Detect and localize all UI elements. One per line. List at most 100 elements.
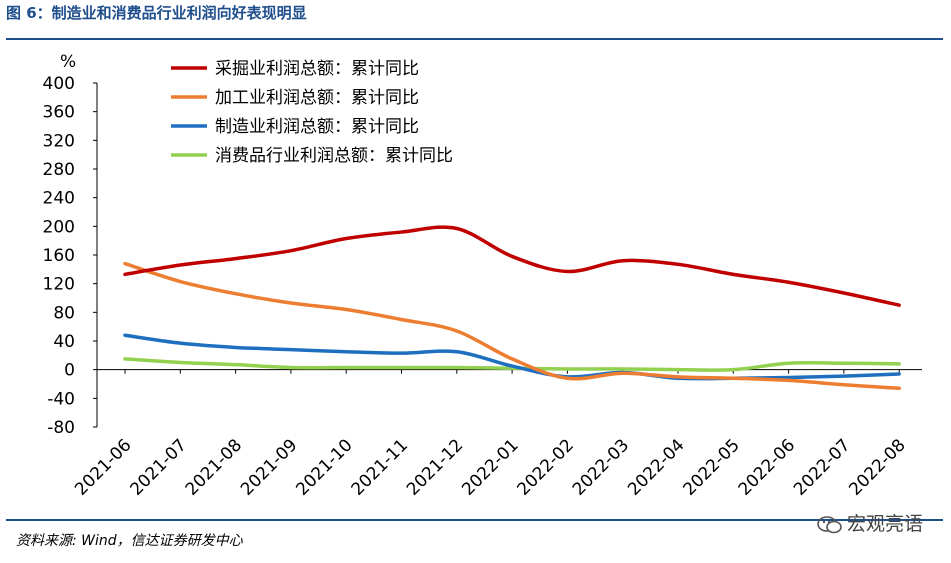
data-point <box>788 380 789 381</box>
data-point <box>678 264 679 265</box>
data-point <box>899 388 900 389</box>
data-point <box>235 293 236 294</box>
y-tick-label: -80 <box>47 418 75 438</box>
data-point <box>512 256 513 257</box>
x-tick-label: 2021-11 <box>348 435 412 499</box>
data-point <box>346 351 347 352</box>
data-point <box>180 265 181 266</box>
data-point <box>346 309 347 310</box>
data-point <box>235 347 236 348</box>
data-point <box>733 369 734 370</box>
data-point <box>843 376 844 377</box>
data-point <box>346 367 347 368</box>
x-tick-label: 2022-05 <box>679 435 743 499</box>
x-tick-label: 2022-07 <box>790 435 854 499</box>
x-tick-label: 2022-06 <box>735 435 799 499</box>
data-point <box>290 349 291 350</box>
x-tick-label: 2021-10 <box>292 435 356 499</box>
legend-label: 采掘业利润总额：累计同比 <box>215 59 419 79</box>
x-tick-label: 2022-08 <box>845 435 909 499</box>
x-tick-label: 2021-07 <box>126 435 190 499</box>
data-point <box>733 274 734 275</box>
series-line-4 <box>123 357 901 372</box>
data-point <box>622 373 623 374</box>
x-tick-label: 2022-04 <box>624 435 688 499</box>
data-point <box>180 281 181 282</box>
wechat-icon <box>817 515 842 533</box>
data-point <box>567 368 568 369</box>
y-tick-label: 120 <box>43 275 75 295</box>
data-point <box>512 366 513 367</box>
x-tick-label: 2022-01 <box>458 435 522 499</box>
x-tick-label: 2021-08 <box>182 435 246 499</box>
data-point <box>788 282 789 283</box>
data-point <box>235 258 236 259</box>
y-axis-unit: % <box>60 52 76 72</box>
y-tick-label: 400 <box>43 74 75 94</box>
data-point <box>346 238 347 239</box>
data-point <box>456 228 457 229</box>
x-tick-label: 2022-03 <box>569 435 633 499</box>
data-point <box>512 358 513 359</box>
y-tick-label: 240 <box>43 189 75 209</box>
data-point <box>401 367 402 368</box>
y-tick-label: 0 <box>64 361 75 381</box>
data-point <box>899 363 900 364</box>
data-point <box>567 378 568 379</box>
y-tick-label: 280 <box>43 160 75 180</box>
data-point <box>733 378 734 379</box>
legend-label: 加工业利润总额：累计同比 <box>215 88 419 108</box>
y-tick-label: 160 <box>43 246 75 266</box>
data-point <box>788 363 789 364</box>
data-point <box>401 232 402 233</box>
data-point <box>290 303 291 304</box>
data-point <box>788 377 789 378</box>
data-point <box>456 330 457 331</box>
data-point <box>622 260 623 261</box>
data-point <box>843 363 844 364</box>
figure-title: 图 6：制造业和消费品行业利润向好表现明显 <box>6 4 307 22</box>
legend-label: 制造业利润总额：累计同比 <box>215 117 419 137</box>
data-point <box>180 362 181 363</box>
x-tick-label: 2021-12 <box>403 435 467 499</box>
data-point <box>125 274 126 275</box>
data-point <box>899 305 900 306</box>
data-point <box>843 384 844 385</box>
data-point <box>290 367 291 368</box>
y-tick-label: 80 <box>53 303 75 323</box>
data-point <box>125 335 126 336</box>
watermark: 宏观亮语 <box>817 509 923 536</box>
data-point <box>843 292 844 293</box>
series-line-1 <box>123 225 901 307</box>
y-tick-label: 360 <box>43 103 75 123</box>
y-tick-label: 200 <box>43 217 75 237</box>
data-point <box>456 351 457 352</box>
x-tick-label: 2022-02 <box>514 435 578 499</box>
data-point <box>678 369 679 370</box>
data-point <box>290 250 291 251</box>
data-point <box>401 353 402 354</box>
x-tick-label: 2021-09 <box>237 435 301 499</box>
y-tick-label: 40 <box>53 332 75 352</box>
data-point <box>456 367 457 368</box>
data-point <box>678 376 679 377</box>
footer-divider <box>6 519 943 521</box>
data-point <box>235 364 236 365</box>
data-point <box>125 263 126 264</box>
data-point <box>125 358 126 359</box>
series-line-2 <box>123 261 901 391</box>
watermark-text: 宏观亮语 <box>846 513 923 535</box>
source-note: 资料来源: Wind，信达证券研发中心 <box>16 533 243 549</box>
title-divider <box>6 38 943 40</box>
data-point <box>567 271 568 272</box>
data-point <box>401 319 402 320</box>
data-point <box>899 373 900 374</box>
data-point <box>180 343 181 344</box>
series-line-3 <box>123 333 901 381</box>
y-tick-label: 320 <box>43 131 75 151</box>
legend-label: 消费品行业利润总额：累计同比 <box>215 146 453 166</box>
data-point <box>622 368 623 369</box>
x-tick-label: 2021-06 <box>71 435 135 499</box>
y-tick-label: -40 <box>47 389 75 409</box>
